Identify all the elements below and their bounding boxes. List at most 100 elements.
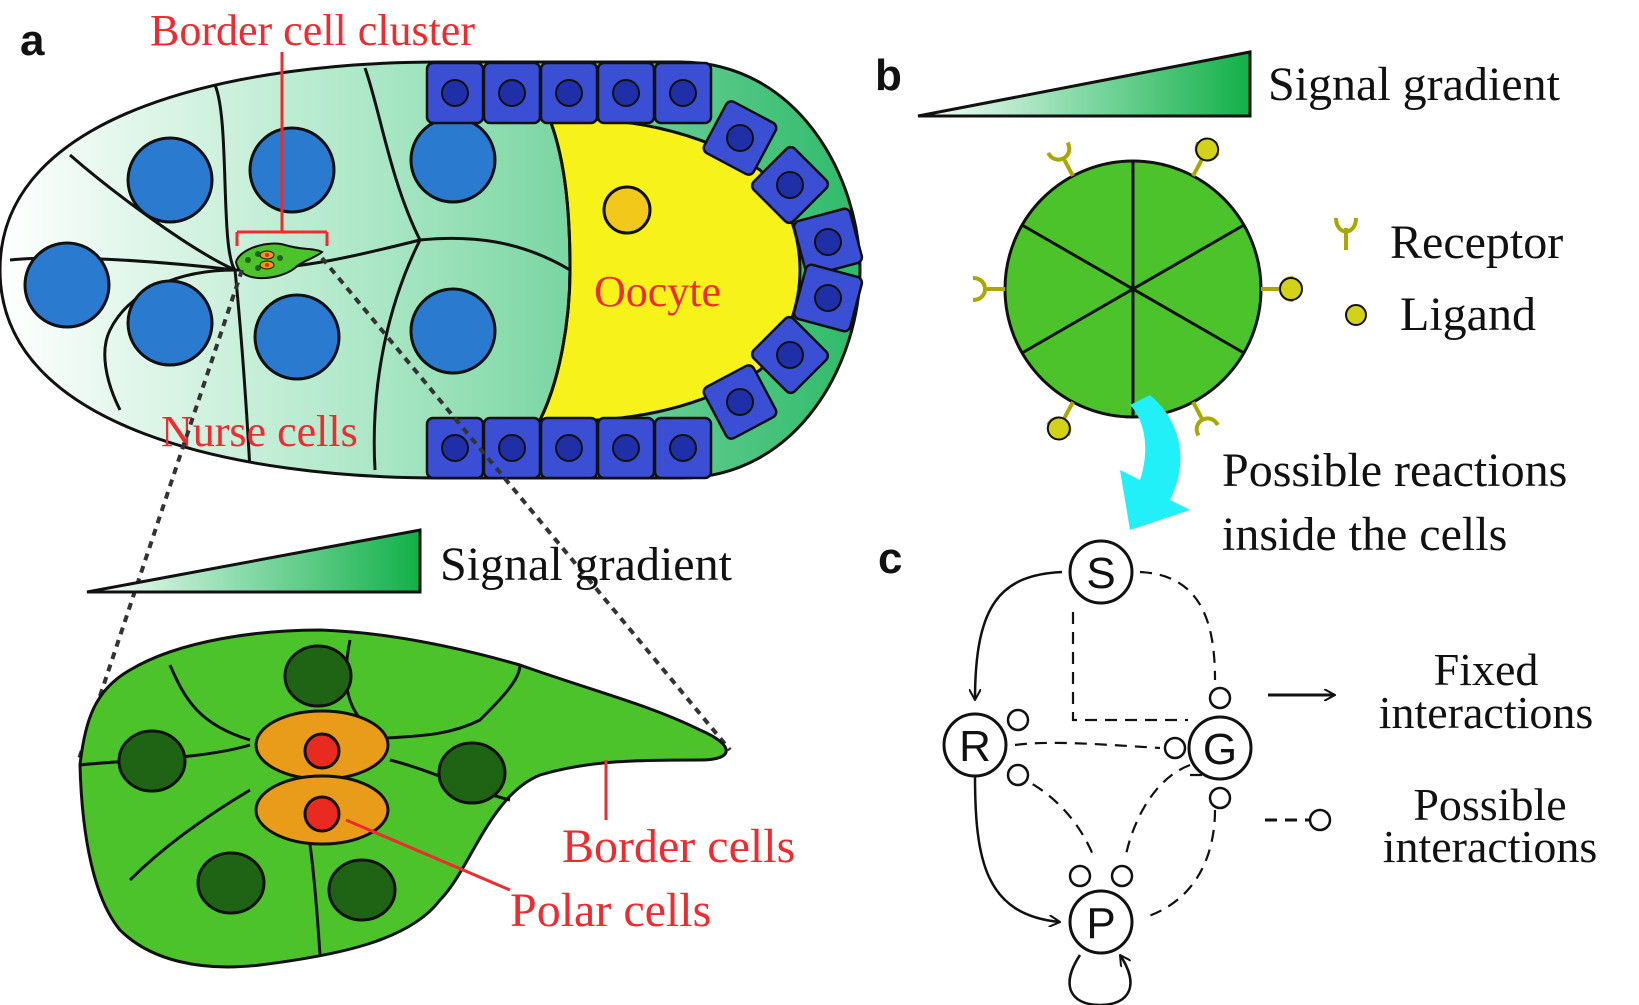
reactions-line1: Possible reactions	[1222, 444, 1567, 497]
s-to-r-arrow	[975, 570, 1063, 700]
follicle-cell	[539, 416, 599, 480]
r-to-p-arrow	[973, 774, 1060, 922]
nurse-nucleus	[126, 136, 214, 224]
follicle-nucleus	[669, 434, 697, 462]
signalling-cell	[972, 137, 1303, 441]
border-nucleus	[196, 851, 266, 915]
receptors	[972, 137, 1303, 441]
signal-gradient-a	[86, 528, 422, 594]
border-nucleus	[437, 741, 507, 805]
ligand-legend-symbol	[1345, 304, 1367, 326]
receptor-ligand-icon	[1191, 137, 1220, 177]
reaction-arrow	[1120, 395, 1190, 530]
follicle-cell	[425, 416, 485, 480]
node-circles	[942, 539, 1253, 955]
follicle-nucleus	[498, 79, 526, 107]
follicle-nucleus	[669, 79, 697, 107]
oocyte-label: Oocyte	[594, 267, 721, 316]
nurse-nucleus	[253, 293, 341, 381]
follicle-cell	[792, 263, 864, 333]
nurse-cell-boundaries	[9, 67, 572, 471]
nurse-nucleus	[23, 241, 111, 329]
follicle-cell	[702, 100, 778, 176]
receptor-legend-symbol	[1334, 217, 1358, 250]
follicle-nucleus	[814, 228, 842, 256]
border-nuclei	[117, 644, 507, 922]
follicle-nucleus	[441, 434, 469, 462]
follicle-nucleus	[612, 79, 640, 107]
border-cell-cluster	[78, 628, 728, 969]
follicle-cell	[653, 61, 713, 125]
p-self-arrow	[1068, 955, 1132, 1005]
fixed-line1: Fixed	[1434, 644, 1539, 695]
follicle-cell	[750, 145, 830, 225]
receptor-icon	[1046, 141, 1075, 177]
nurse-nucleus	[409, 287, 497, 375]
mini-border-cluster	[234, 242, 324, 280]
nurse-cells-label: Nurse cells	[161, 407, 358, 456]
binding-sites	[1006, 686, 1232, 888]
node-p	[1068, 889, 1134, 955]
follicle-cell	[539, 61, 599, 125]
signal-gradient-b	[917, 50, 1252, 118]
border-cell-cluster-label: Border cell cluster	[150, 6, 475, 55]
cluster-bracket	[235, 52, 329, 246]
nurse-nucleus	[409, 116, 497, 204]
follicle-nucleus	[555, 434, 583, 462]
receptor-label: Receptor	[1390, 216, 1563, 269]
follicle-cell	[482, 61, 542, 125]
nurse-nucleus	[248, 126, 336, 214]
reactions-line2: inside the cells	[1222, 508, 1507, 561]
follicle-nucleus	[441, 79, 469, 107]
follicle-cell	[596, 416, 656, 480]
follicle-nucleus	[726, 388, 754, 416]
node-s-label: S	[1086, 549, 1115, 598]
zoom-lines	[76, 256, 732, 763]
polar-nucleus	[303, 795, 341, 833]
follicle-nucleus	[776, 341, 804, 369]
follicle-cell	[702, 364, 778, 440]
node-r	[942, 712, 1008, 778]
label-pointers	[345, 760, 608, 892]
panel-c-label: c	[878, 534, 902, 583]
follicle-nucleus	[498, 434, 526, 462]
possible-legend-circle	[1308, 808, 1332, 832]
follicle-nucleus	[612, 434, 640, 462]
node-r-label: R	[959, 722, 991, 771]
polar-cells	[254, 709, 390, 846]
follicle-nucleus	[814, 284, 842, 312]
border-cells-label: Border cells	[562, 820, 795, 873]
node-g-label: G	[1203, 725, 1237, 774]
follicle-cell	[596, 61, 656, 125]
fixed-line2: interactions	[1379, 687, 1594, 738]
possible-line1: Possible	[1413, 779, 1566, 830]
nurse-nucleus	[126, 279, 214, 367]
receptor-icon	[972, 276, 1005, 302]
follicle-nucleus	[555, 79, 583, 107]
border-nucleus	[327, 858, 397, 922]
oocyte-nucleus	[602, 185, 652, 235]
signal-gradient-a-label: Signal gradient	[440, 538, 733, 591]
follicle-cell	[482, 416, 542, 480]
signal-gradient-b-label: Signal gradient	[1268, 58, 1561, 111]
receptor-ligand-icon	[1261, 276, 1303, 302]
border-nucleus	[283, 644, 353, 708]
border-nucleus	[117, 729, 187, 793]
node-g	[1187, 715, 1253, 781]
follicle-cell-layer	[425, 61, 864, 480]
interaction-network: S R G P	[942, 539, 1253, 1005]
polar-cells-label: Polar cells	[510, 884, 711, 937]
receptor-icon	[1191, 401, 1220, 437]
follicle-cell	[425, 61, 485, 125]
panel-a-label: a	[20, 16, 45, 65]
polar-nucleus	[303, 732, 341, 770]
egg-chamber	[0, 52, 864, 480]
follicle-cell	[653, 416, 713, 480]
follicle-nucleus	[776, 171, 804, 199]
follicle-nucleus	[726, 124, 754, 152]
ligand-label: Ligand	[1400, 288, 1536, 341]
node-p-label: P	[1086, 899, 1115, 948]
follicle-cell	[792, 207, 864, 277]
